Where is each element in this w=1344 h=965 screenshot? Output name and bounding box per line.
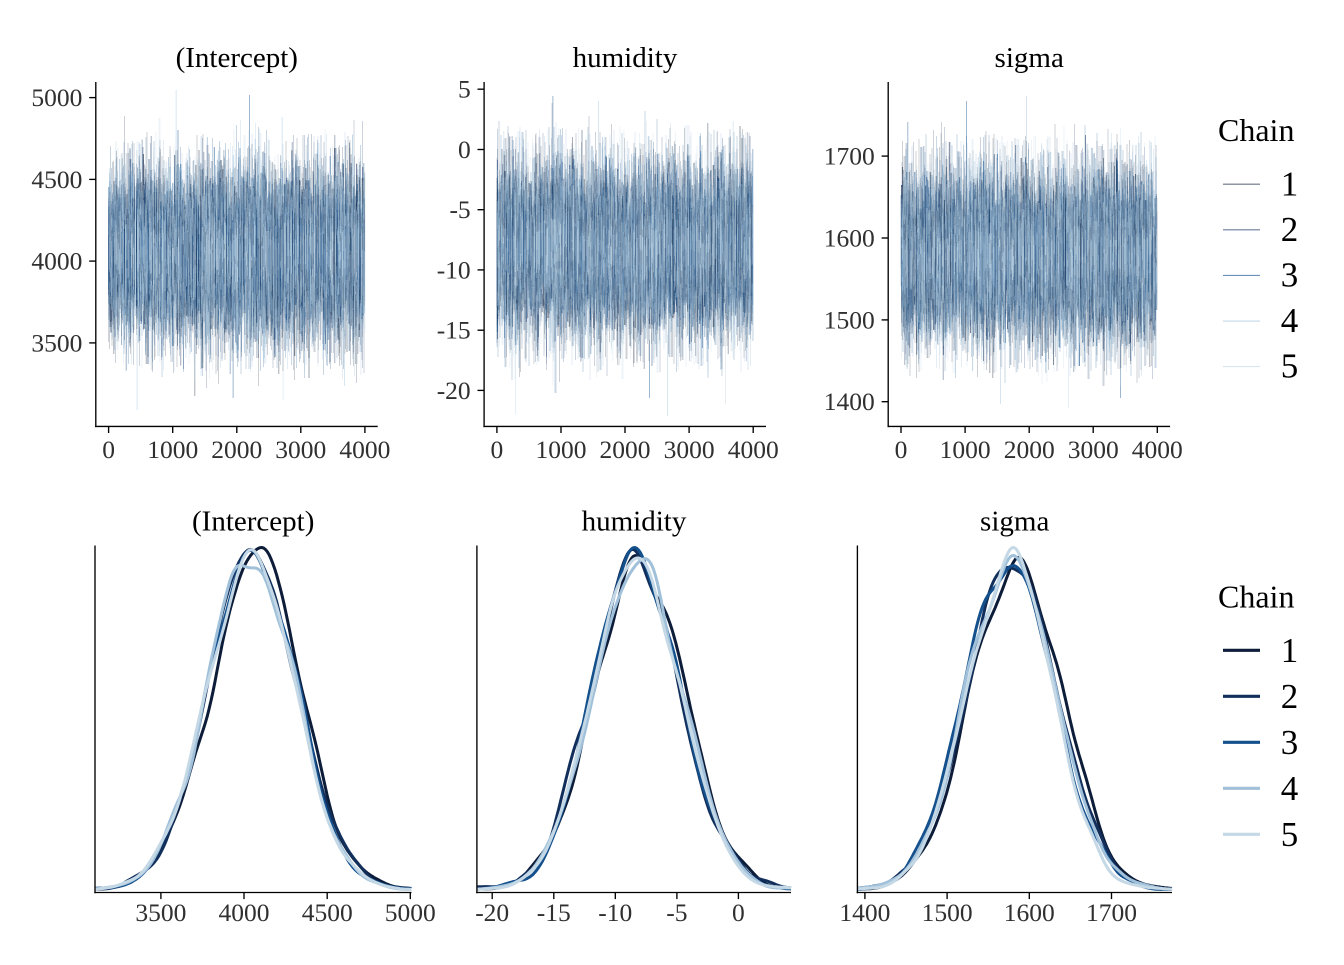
svg-text:1400: 1400: [824, 387, 875, 416]
svg-text:1500: 1500: [824, 305, 875, 334]
svg-text:1000: 1000: [940, 435, 991, 464]
svg-text:1600: 1600: [1004, 898, 1055, 927]
svg-text:Chain: Chain: [1218, 112, 1294, 148]
svg-text:4: 4: [1281, 301, 1299, 340]
svg-text:3: 3: [1281, 256, 1299, 295]
svg-text:1: 1: [1281, 164, 1299, 203]
svg-text:3000: 3000: [275, 435, 326, 464]
svg-text:5: 5: [458, 75, 471, 104]
svg-text:2000: 2000: [600, 435, 651, 464]
svg-text:4000: 4000: [219, 898, 270, 927]
svg-text:4: 4: [1281, 769, 1299, 808]
svg-text:-10: -10: [437, 255, 471, 284]
svg-text:sigma: sigma: [980, 506, 1049, 538]
svg-text:1000: 1000: [147, 435, 198, 464]
svg-text:-5: -5: [666, 898, 687, 927]
svg-text:1700: 1700: [824, 142, 875, 171]
svg-text:3500: 3500: [135, 898, 186, 927]
svg-text:1000: 1000: [536, 435, 587, 464]
svg-text:1700: 1700: [1086, 898, 1137, 927]
svg-text:3500: 3500: [31, 328, 82, 357]
svg-text:0: 0: [102, 435, 115, 464]
svg-text:(Intercept): (Intercept): [192, 506, 314, 538]
svg-text:4000: 4000: [31, 247, 82, 276]
svg-text:4500: 4500: [302, 898, 353, 927]
svg-text:4000: 4000: [1132, 435, 1183, 464]
svg-text:-15: -15: [437, 316, 471, 345]
svg-text:2: 2: [1281, 210, 1299, 249]
svg-text:5: 5: [1281, 347, 1299, 386]
svg-text:1500: 1500: [922, 898, 973, 927]
svg-text:2000: 2000: [1004, 435, 1055, 464]
svg-text:3000: 3000: [1068, 435, 1119, 464]
svg-text:5: 5: [1281, 815, 1299, 854]
svg-text:1: 1: [1281, 631, 1299, 670]
svg-text:4000: 4000: [339, 435, 390, 464]
svg-text:-15: -15: [537, 898, 571, 927]
svg-text:2: 2: [1281, 677, 1299, 716]
svg-text:3: 3: [1281, 723, 1299, 762]
svg-text:0: 0: [732, 898, 745, 927]
svg-text:0: 0: [895, 435, 908, 464]
svg-text:2000: 2000: [211, 435, 262, 464]
svg-text:1600: 1600: [824, 224, 875, 253]
svg-text:1400: 1400: [839, 898, 890, 927]
svg-text:-20: -20: [437, 376, 471, 405]
svg-text:5000: 5000: [31, 83, 82, 112]
svg-text:0: 0: [491, 435, 504, 464]
svg-text:4500: 4500: [31, 165, 82, 194]
svg-text:humidity: humidity: [582, 506, 687, 538]
svg-text:0: 0: [458, 135, 471, 164]
svg-text:-20: -20: [475, 898, 509, 927]
svg-text:5000: 5000: [385, 898, 436, 927]
svg-text:Chain: Chain: [1218, 579, 1294, 615]
svg-text:4000: 4000: [728, 435, 779, 464]
svg-text:-5: -5: [449, 195, 470, 224]
svg-text:humidity: humidity: [573, 42, 678, 74]
svg-text:sigma: sigma: [995, 42, 1064, 74]
svg-text:3000: 3000: [664, 435, 715, 464]
svg-text:(Intercept): (Intercept): [176, 42, 298, 74]
svg-text:-10: -10: [598, 898, 632, 927]
